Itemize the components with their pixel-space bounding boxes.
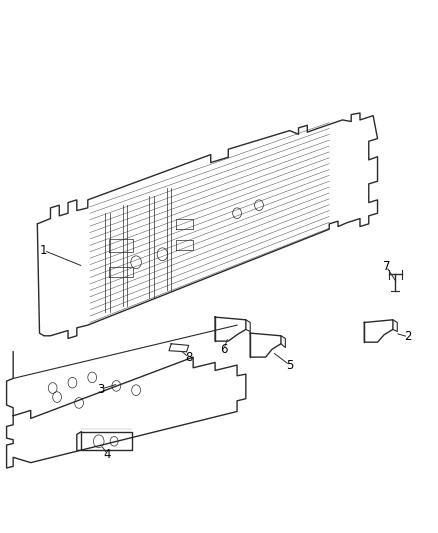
Text: 8: 8 (185, 351, 192, 364)
Text: 3: 3 (97, 383, 104, 395)
Text: 7: 7 (381, 260, 389, 273)
Text: 5: 5 (286, 359, 293, 372)
Text: 4: 4 (103, 448, 111, 461)
Text: 1: 1 (40, 244, 48, 257)
Text: 6: 6 (219, 343, 227, 356)
Text: 2: 2 (403, 330, 411, 343)
